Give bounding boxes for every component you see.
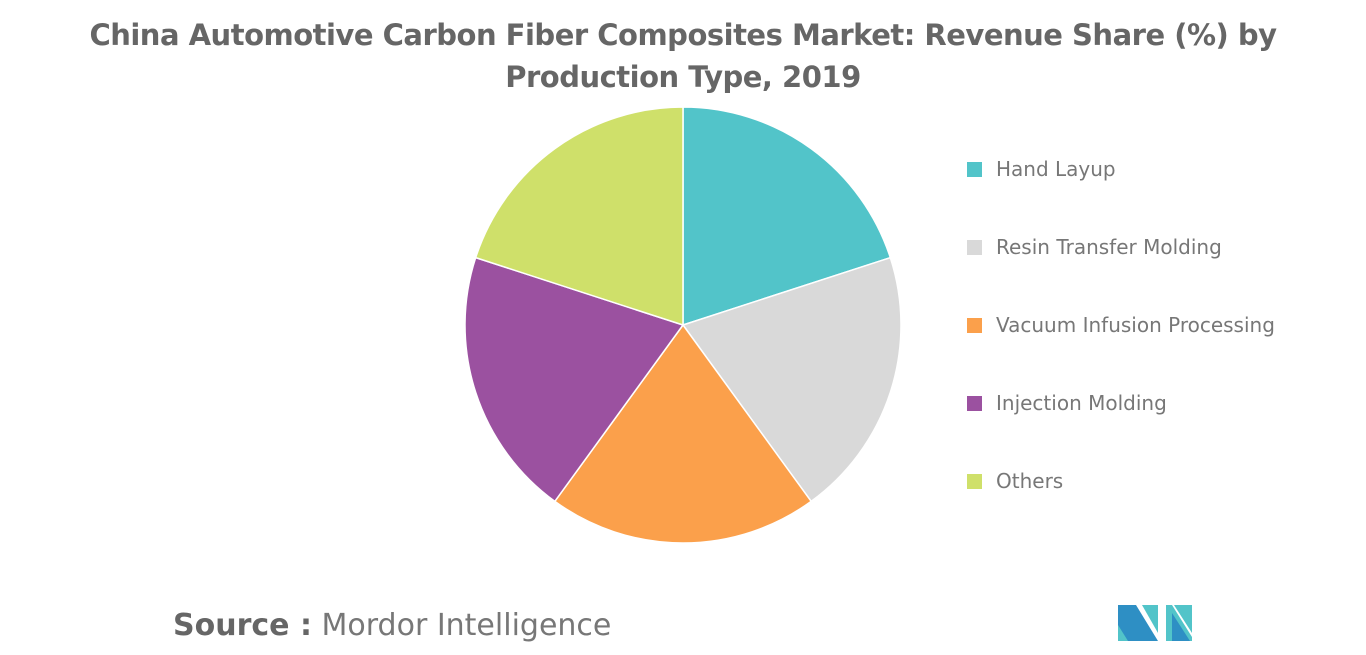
legend-swatch <box>967 239 982 255</box>
legend-label: Hand Layup <box>996 157 1116 181</box>
pie-slice-resin-transfer-molding <box>681 256 902 503</box>
pie-slice-others <box>474 106 684 327</box>
legend-swatch <box>967 473 982 489</box>
legend-item: Hand Layup <box>967 157 1116 181</box>
legend-item: Resin Transfer Molding <box>967 235 1222 259</box>
legend-swatch <box>967 395 982 411</box>
pie-slice-injection-molding <box>464 256 685 503</box>
legend-item: Injection Molding <box>967 391 1167 415</box>
legend-item: Vacuum Infusion Processing <box>967 313 1275 337</box>
legend-label: Others <box>996 469 1064 493</box>
legend-label: Vacuum Infusion Processing <box>996 313 1275 337</box>
mordor-logo-icon <box>1118 605 1192 641</box>
legend-label: Resin Transfer Molding <box>996 235 1222 259</box>
pie-slice-hand-layup <box>682 106 892 327</box>
pie-slice-vacuum-infusion-processing <box>553 323 813 544</box>
legend-label: Injection Molding <box>996 391 1167 415</box>
chart-title: China Automotive Carbon Fiber Composites… <box>89 18 1277 94</box>
legend-item: Others <box>967 469 1063 493</box>
legend-swatch <box>967 161 982 177</box>
source: Source : Mordor Intelligence <box>173 608 611 643</box>
legend-swatch <box>967 317 982 333</box>
source-label: Source : <box>173 608 312 643</box>
source-value: Mordor Intelligence <box>321 608 612 643</box>
